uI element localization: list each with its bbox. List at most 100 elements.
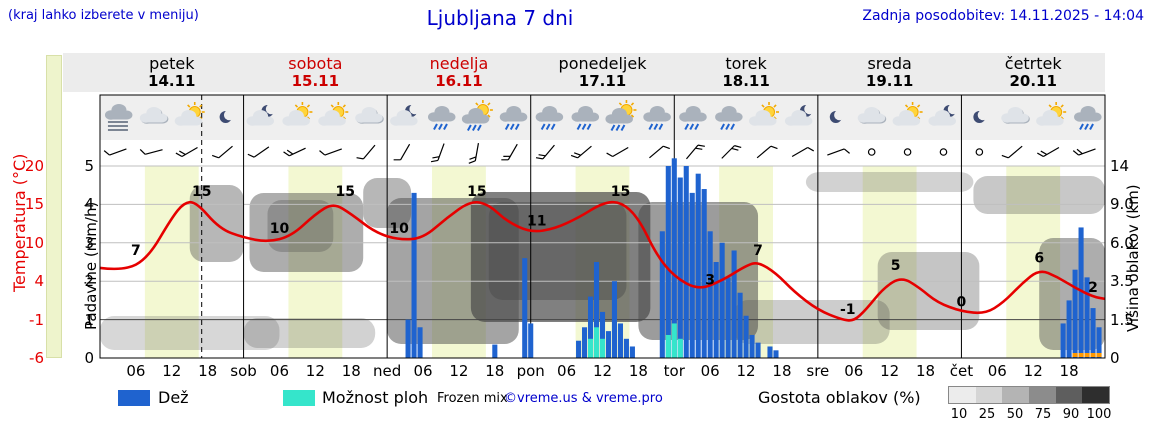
weather-icon-cloud xyxy=(857,107,887,124)
rain-bar xyxy=(599,311,606,358)
weather-icon-rain-sun xyxy=(605,100,637,131)
showers-legend-swatch xyxy=(283,390,315,406)
rain-bar xyxy=(713,262,719,358)
rain-bar xyxy=(725,277,731,358)
weather-icon-cloud-moon xyxy=(390,103,420,126)
wind-barb xyxy=(756,145,778,159)
wind-barb xyxy=(393,143,411,161)
weather-icon-rain xyxy=(1074,106,1102,130)
cloud-area xyxy=(249,193,364,272)
weather-icon-moon xyxy=(219,109,235,123)
rain-bar xyxy=(749,334,755,358)
wind-barb xyxy=(1072,148,1096,156)
rain-bar xyxy=(582,327,588,358)
rain-bar xyxy=(731,250,737,358)
rain-bar xyxy=(689,192,695,358)
rain-bar xyxy=(417,327,423,358)
rain-bar xyxy=(605,331,612,358)
wind-barb xyxy=(867,148,876,156)
temp-value-label: 0 xyxy=(957,295,967,311)
weather-icon-rain xyxy=(643,106,671,130)
weather-icon-rain xyxy=(715,106,743,130)
weather-icon-cloud-moon xyxy=(246,103,277,126)
rain-bar xyxy=(695,173,701,358)
rain-bar xyxy=(405,319,411,358)
cloud-density-legend-label: Gostota oblakov (%) xyxy=(758,388,921,407)
rain-bar xyxy=(1096,327,1102,358)
temp-value-label: 7 xyxy=(131,243,141,259)
rain-bar xyxy=(659,231,665,358)
rain-bar xyxy=(1060,323,1066,358)
weather-icon-cloud-sun xyxy=(1036,102,1067,126)
weather-icon-cloud-sun xyxy=(174,102,205,126)
wind-barb xyxy=(827,148,850,156)
wind-barb xyxy=(975,148,984,156)
rain-bar xyxy=(522,258,528,358)
rain-bar xyxy=(737,292,743,358)
temp-value-label: 15 xyxy=(192,184,211,200)
rain-bar xyxy=(671,158,677,358)
cloud-area xyxy=(973,176,1105,214)
last-update-label: Zadnja posodobitev: 14.11.2025 - 14:04 xyxy=(862,8,1144,24)
rain-bar xyxy=(1066,300,1072,358)
weather-icon-fog xyxy=(104,104,133,131)
wind-barb xyxy=(103,148,127,156)
plot-border xyxy=(99,94,1106,359)
cloud-scale-segment xyxy=(949,387,976,403)
weather-icon-cloud xyxy=(355,107,384,124)
credit-link[interactable]: ©vreme.us & vreme.pro xyxy=(504,391,663,406)
wind-barb xyxy=(903,148,912,156)
weather-icon-rain xyxy=(535,106,564,130)
wind-barb xyxy=(430,143,445,163)
wind-barb xyxy=(319,148,342,156)
rain-bar xyxy=(587,296,594,358)
weather-icon-moon xyxy=(829,109,845,123)
rain-bar xyxy=(719,242,725,358)
rain-bar xyxy=(623,338,629,358)
wind-barb xyxy=(468,143,480,164)
weather-icon-cloud xyxy=(139,107,169,124)
rain-bar xyxy=(773,350,779,358)
rain-bar xyxy=(665,166,671,358)
temperature-curve xyxy=(99,200,1106,322)
wind-barb xyxy=(685,144,705,160)
rain-bar xyxy=(767,346,773,358)
shower-bar xyxy=(677,338,683,358)
cloud-scale-tick: 100 xyxy=(1086,407,1112,422)
weather-icon-cloud xyxy=(1001,107,1030,124)
wind-barb xyxy=(649,145,670,159)
weather-icon-rain xyxy=(499,106,528,130)
temp-value-label: 5 xyxy=(891,258,901,274)
wind-barb xyxy=(570,145,592,159)
temp-value-label: 7 xyxy=(753,243,763,259)
temp-value-label: 10 xyxy=(389,221,409,237)
cloud-scale-tick: 75 xyxy=(1034,407,1052,422)
showers-legend-label: Možnost ploh xyxy=(322,388,429,407)
cloud-area xyxy=(805,172,974,192)
daylight-band xyxy=(288,166,343,358)
rain-bar xyxy=(629,346,635,358)
wind-barb xyxy=(501,143,518,161)
rain-bar xyxy=(593,262,600,358)
cloud-scale-segment xyxy=(1082,387,1110,403)
cloud-area xyxy=(243,318,376,348)
rain-legend-label: Dež xyxy=(158,388,189,407)
shower-bar xyxy=(671,323,677,358)
daylight-band xyxy=(1006,166,1061,358)
weather-icon-moon xyxy=(973,109,989,123)
wind-barb xyxy=(535,144,555,160)
shower-bar xyxy=(665,334,671,358)
page-title: Ljubljana 7 dni xyxy=(426,6,574,30)
rain-bar xyxy=(576,340,582,358)
temp-value-label: 10 xyxy=(270,221,290,237)
weather-icon-rain-sun xyxy=(461,100,493,131)
frozen-mix-mark xyxy=(1078,353,1084,357)
wind-barb xyxy=(139,149,163,155)
rain-legend-swatch xyxy=(118,390,150,406)
temperature-scale-strip xyxy=(46,55,62,358)
wind-barb xyxy=(211,145,233,159)
cloud-scale-segment xyxy=(975,387,1003,403)
wind-barb xyxy=(939,148,948,156)
